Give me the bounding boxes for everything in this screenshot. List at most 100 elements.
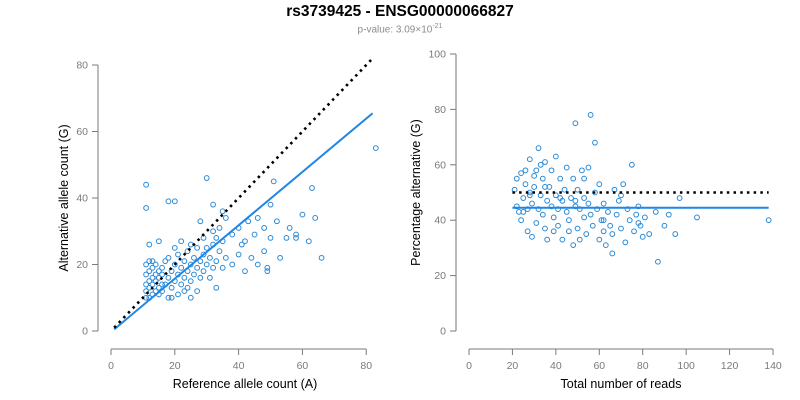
data-point [155,268,162,275]
x-tick-label: 0 [466,360,472,372]
data-point [618,225,624,232]
y-axis: 0 20 40 60 80 Alternative allele count (G) [57,60,99,338]
data-point [222,254,229,261]
data-point [513,203,520,210]
pvalue-text: p-value: 3.09×10 [357,24,433,36]
y-tick-label: 100 [428,49,446,61]
data-point [561,186,568,193]
data-point [641,214,648,221]
data-point [609,231,616,237]
data-point [609,250,616,257]
data-point [312,215,319,221]
data-point [181,288,188,295]
data-point [203,244,210,251]
data-point [520,195,527,201]
data-point [155,284,162,291]
data-point [672,231,679,237]
data-point [200,268,207,275]
data-point [559,236,566,243]
x-tick-label: 20 [169,360,181,372]
data-point [181,258,188,265]
data-point [254,261,261,268]
data-point [646,231,653,237]
data-point [550,228,557,235]
data-point [598,217,605,224]
data-point [522,167,529,174]
x-tick-label: 140 [764,360,782,372]
data-point [178,264,185,271]
data-point [615,197,622,204]
data-point [529,200,535,207]
data-point [171,244,178,251]
data-point [524,206,531,213]
y-tick-label: 40 [76,193,88,205]
data-point [544,236,551,243]
data-point [694,214,700,221]
data-point [171,198,178,205]
y-tick-label: 20 [434,270,446,282]
data-point [665,211,672,218]
data-point [197,274,204,281]
data-point [143,288,149,295]
x-axis-label: Reference allele count (A) [173,377,318,391]
data-point [187,278,194,285]
data-point [550,214,557,221]
data-point [149,264,156,271]
data-point [565,217,572,224]
y-tick-label: 60 [76,126,88,138]
chart-title: rs3739425 - ENSG00000066827 [286,3,514,20]
data-point [548,203,555,210]
data-point [600,217,607,224]
data-point [613,211,620,218]
data-point [191,271,197,278]
data-point [542,184,548,190]
data-point [526,156,533,163]
data-point [524,228,531,235]
data-point [207,274,213,281]
data-point [585,200,592,207]
x-tick-label: 40 [550,360,562,372]
data-point [583,231,590,237]
data-point [585,164,592,171]
data-point [548,167,555,174]
data-point [535,206,542,213]
data-point [555,222,561,229]
pvalue-subtitle: p-value: 3.09×10-21 [0,23,800,35]
fit-line [113,112,374,331]
data-point [592,139,598,146]
x-axis: 0 20 40 60 80 100 120 140 Total number of reads [466,348,782,391]
data-point [222,215,229,221]
data-point [626,217,633,224]
data-point [318,254,325,261]
data-point [605,208,611,215]
data-point [299,211,306,218]
data-point [143,281,149,288]
data-point [676,195,683,201]
data-point [152,261,159,268]
data-point [159,271,165,278]
data-point [652,208,659,215]
data-point [574,225,581,232]
data-point [520,208,527,215]
data-point [563,164,570,171]
y-tick-label: 0 [440,326,446,338]
y-tick-label: 80 [434,104,446,116]
data-point [207,254,213,261]
data-point [261,248,268,255]
data-point [602,242,609,249]
data-point [513,175,520,182]
data-point [181,274,188,281]
data-point [155,238,162,245]
data-point [184,248,191,255]
data-point [229,261,236,268]
data-point [635,203,642,210]
data-point [194,288,201,295]
x-tick-label: 80 [360,360,372,372]
data-point [152,271,159,278]
data-point [563,208,570,215]
data-point [581,195,587,201]
x-tick-label: 60 [297,360,309,372]
data-point [286,225,293,231]
